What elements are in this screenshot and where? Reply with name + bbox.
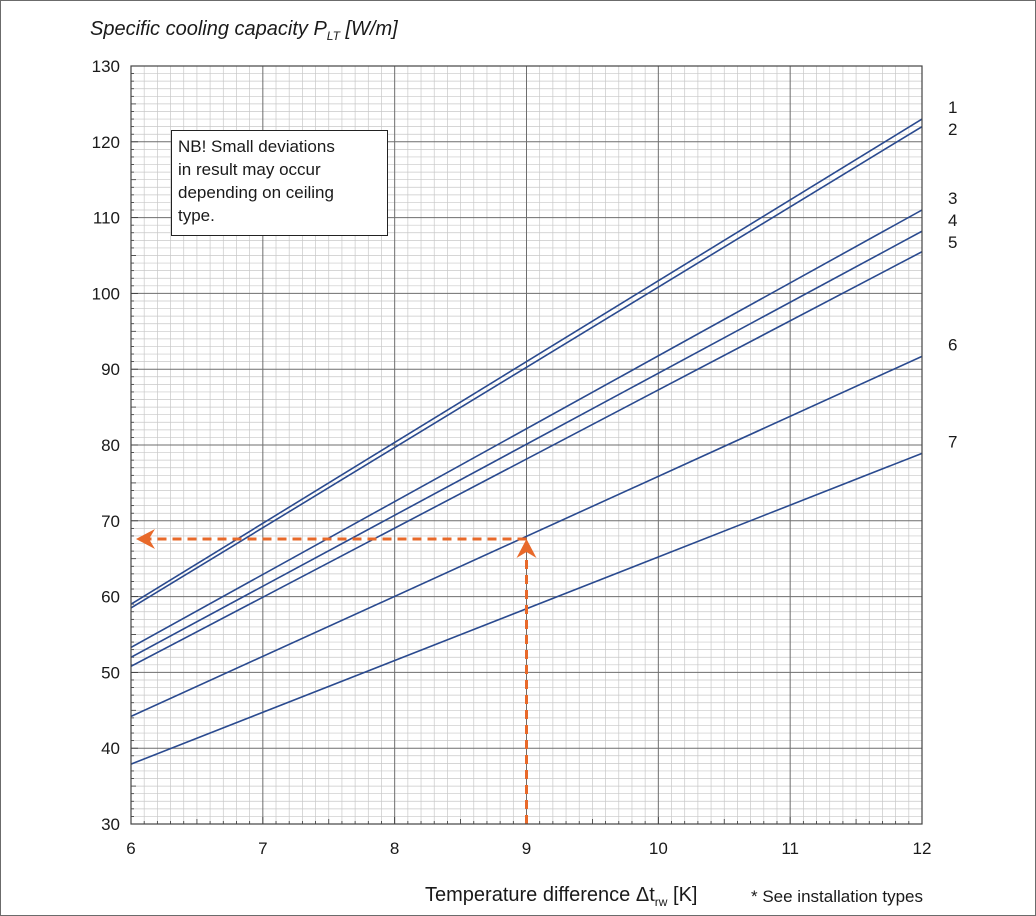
series-label-3: 3	[948, 189, 957, 208]
y-tick-label: 70	[101, 512, 120, 531]
series-label-1: 1	[948, 98, 957, 117]
series-line-5	[131, 251, 922, 668]
y-tick-label: 50	[101, 663, 120, 682]
y-tick-label: 100	[92, 284, 120, 303]
y-tick-label: 80	[101, 436, 120, 455]
series-label-7: 7	[948, 432, 957, 451]
arrow-head-left	[136, 528, 155, 549]
note-box: NB! Small deviations in result may occur…	[171, 130, 388, 236]
x-tick-label: 8	[390, 839, 399, 858]
note-line: NB! Small deviations	[178, 137, 335, 156]
x-tick-label: 10	[649, 839, 668, 858]
series-line-1	[131, 118, 922, 605]
y-tick-label: 30	[101, 815, 120, 834]
series-line-6	[131, 355, 922, 718]
x-tick-label: 9	[522, 839, 531, 858]
y-tick-label: 60	[101, 588, 120, 607]
series-line-2	[131, 125, 922, 609]
y-tick-label: 110	[93, 209, 120, 228]
y-tick-label: 40	[101, 739, 120, 758]
series-label-2: 2	[948, 120, 957, 139]
footnote: * See installation types	[751, 887, 923, 906]
series-line-3	[131, 209, 922, 649]
note-line: depending on ceiling	[178, 183, 334, 202]
series-label-6: 6	[948, 335, 957, 354]
series-label-5: 5	[948, 233, 957, 252]
y-tick-label: 90	[101, 360, 120, 379]
series-label-4: 4	[948, 211, 957, 230]
example-reading-arrows	[136, 528, 537, 824]
arrow-head-up	[516, 538, 537, 558]
x-tick-label: 12	[913, 839, 932, 858]
series-labels: 1 2 3 4 5 6 7	[948, 98, 957, 451]
y-tick-label: 130	[92, 57, 120, 76]
x-axis-label: Temperature difference Δtrw [K]	[425, 884, 698, 909]
x-tick-label: 11	[781, 839, 799, 858]
x-tick-label: 7	[258, 839, 267, 858]
note-line: type.	[178, 206, 215, 225]
tick-labels: 6 7 8 9 10 11 12 30 40 50 60 70 80 90 100 110 120 130	[92, 57, 932, 858]
note-line: in result may occur	[178, 160, 321, 179]
y-tick-label: 120	[92, 133, 120, 152]
x-tick-label: 6	[126, 839, 135, 858]
y-axis-label: Specific cooling capacity PLT [W/m]	[90, 18, 398, 43]
series-line-4	[131, 230, 922, 658]
plot-border	[130, 65, 923, 825]
